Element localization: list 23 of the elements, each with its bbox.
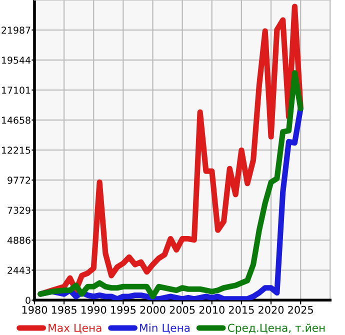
y-tick-label: 7329 [8,206,30,214]
x-tick-label: 2015 [228,306,254,314]
x-tick-label: 1990 [82,306,106,314]
y-tick-label: 19544 [2,56,30,64]
y-tick-label: 4886 [7,236,30,244]
x-tick-label: 1985 [52,306,76,314]
x-tick-label: 2000 [140,306,166,314]
x-tick-label: 1980 [22,306,48,314]
x-tick-label: 2010 [199,306,224,314]
x-tick-label: 1995 [111,306,136,314]
y-tick-label: 2443 [8,266,30,274]
x-tick-label: 2005 [170,306,195,314]
y-tick-label: 21987 [2,26,30,34]
y-tick-label: 17101 [2,86,30,94]
legend-label: Сред.Цена, т.йен [228,324,325,334]
legend-label: Max Цена [48,324,102,334]
legend-label: Min Цена [140,324,190,334]
y-tick-label: 9772 [8,176,30,184]
y-tick-label: 12215 [2,146,30,154]
x-tick-label: 2025 [288,306,313,314]
y-tick-label: 14658 [2,116,30,124]
y-tick-label: 0 [26,296,30,304]
x-tick-label: 2020 [258,306,284,314]
